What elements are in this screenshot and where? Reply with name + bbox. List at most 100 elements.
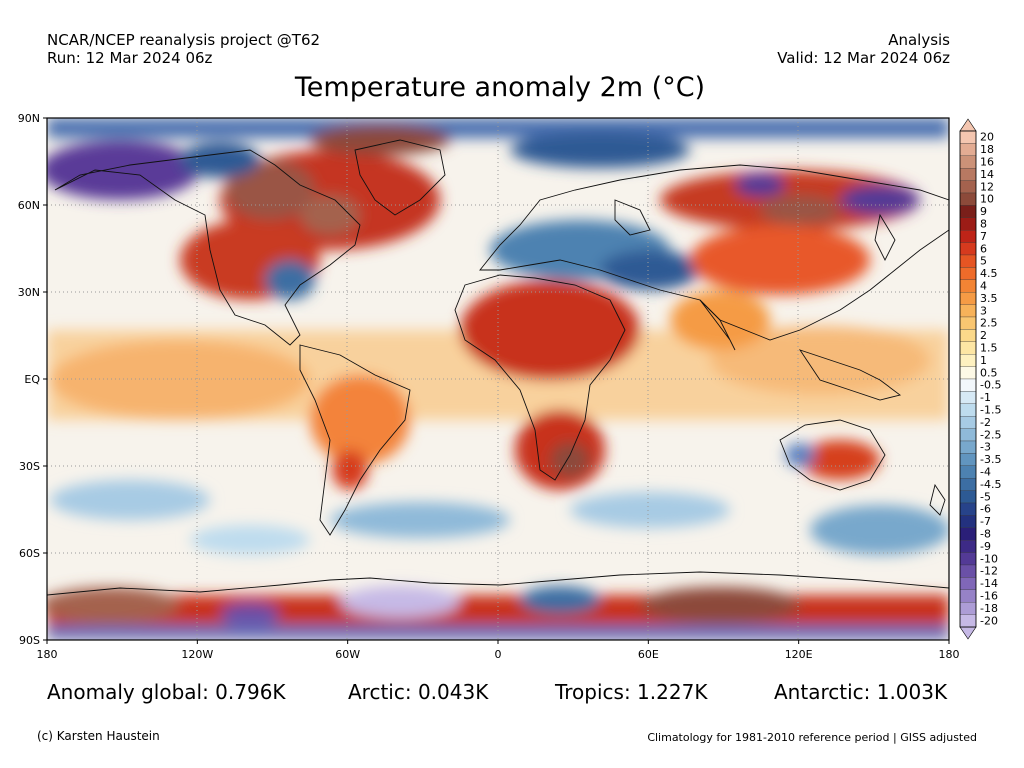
project-label: NCAR/NCEP reanalysis project @T62: [47, 31, 321, 49]
colorbar-label: -3: [980, 441, 991, 454]
lat-tick-label: 60N: [18, 199, 40, 212]
colorbar-swatch: [959, 465, 977, 479]
colorbar-swatch: [959, 502, 977, 516]
colorbar-swatch: [959, 316, 977, 330]
colorbar-label: 5: [980, 255, 987, 268]
colorbar-label: -4: [980, 466, 991, 479]
colorbar-label: -20: [980, 614, 998, 627]
lat-tick-label: 90S: [19, 634, 40, 647]
lat-axis: 90N 60N 30N EQ 30S 60S 90S: [18, 112, 47, 647]
colorbar-label: 9: [980, 205, 987, 218]
colorbar-label: -5: [980, 490, 991, 503]
colorbar-label: -1.5: [980, 404, 1001, 417]
colorbar-label: -8: [980, 528, 991, 541]
colorbar-label: -9: [980, 540, 991, 553]
lon-tick-label: 180: [37, 648, 58, 661]
lat-tick-label: 60S: [19, 547, 40, 560]
colorbar-label: -3.5: [980, 453, 1001, 466]
colorbar-label: -14: [980, 577, 998, 590]
colorbar-label: 20: [980, 131, 994, 144]
colorbar: 201816141210987654.543.532.521.510.5-0.5…: [959, 118, 1001, 640]
colorbar-swatch: [959, 217, 977, 231]
colorbar-label: 3: [980, 304, 987, 317]
colorbar-label: 14: [980, 168, 994, 181]
colorbar-label: 1.5: [980, 342, 998, 355]
colorbar-swatch: [959, 378, 977, 392]
map-field: [47, 118, 949, 640]
colorbar-swatch: [959, 230, 977, 243]
colorbar-swatch: [959, 267, 977, 280]
run-label: Run: 12 Mar 2024 06z: [47, 49, 213, 67]
credit-text: (c) Karsten Haustein: [37, 729, 160, 743]
stat-tropics: Tropics: 1.227K: [555, 680, 708, 704]
colorbar-label: 10: [980, 193, 994, 206]
colorbar-swatch: [959, 341, 977, 355]
colorbar-swatch: [959, 403, 977, 417]
colorbar-label: 7: [980, 230, 987, 243]
lon-tick-label: 60E: [638, 648, 659, 661]
colorbar-label: -7: [980, 515, 991, 528]
colorbar-label: 3.5: [980, 292, 998, 305]
colorbar-label: -1: [980, 391, 991, 404]
colorbar-label: 18: [980, 143, 994, 156]
colorbar-swatch: [959, 205, 977, 218]
colorbar-swatch: [959, 589, 977, 603]
colorbar-swatch: [959, 540, 977, 553]
colorbar-swatch: [959, 292, 977, 305]
colorbar-swatch: [959, 428, 977, 442]
colorbar-label: -6: [980, 503, 991, 516]
lon-tick-label: 0: [495, 648, 502, 661]
colorbar-swatch: [959, 490, 977, 504]
colorbar-swatch: [959, 416, 977, 429]
lat-tick-label: 30S: [19, 460, 40, 473]
colorbar-swatch: [959, 180, 977, 194]
header-left: NCAR/NCEP reanalysis project @T62 Run: 1…: [47, 31, 320, 67]
colorbar-swatch: [959, 552, 977, 566]
colorbar-label: 8: [980, 218, 987, 231]
colorbar-swatch: [959, 279, 977, 293]
colorbar-label: 16: [980, 156, 994, 169]
colorbar-swatch: [959, 130, 977, 144]
colorbar-swatch: [959, 254, 977, 268]
stat-global: Anomaly global: 0.796K: [47, 680, 286, 704]
lon-tick-label: 60W: [335, 648, 360, 661]
colorbar-swatch: [959, 614, 977, 628]
header-right: Analysis Valid: 12 Mar 2024 06z: [777, 31, 950, 67]
colorbar-label: -2: [980, 416, 991, 429]
colorbar-swatch: [959, 304, 977, 318]
colorbar-label: 1: [980, 354, 987, 367]
colorbar-label: -4.5: [980, 478, 1001, 491]
colorbar-top-arrow: [959, 118, 977, 132]
colorbar-swatch: [959, 515, 977, 528]
colorbar-swatch: [959, 354, 977, 367]
stat-antarctic: Antarctic: 1.003K: [774, 680, 948, 704]
colorbar-swatch: [959, 242, 977, 256]
colorbar-swatch: [959, 602, 977, 615]
colorbar-label: 4: [980, 280, 987, 293]
colorbar-label: 6: [980, 242, 987, 255]
colorbar-swatch: [959, 192, 977, 206]
lat-tick-label: 90N: [18, 112, 40, 125]
colorbar-swatch: [959, 329, 977, 342]
colorbar-swatch: [959, 366, 977, 380]
lat-tick-label: 30N: [18, 286, 40, 299]
colorbar-label: -2.5: [980, 428, 1001, 441]
lon-tick-label: 120W: [181, 648, 213, 661]
colorbar-swatch: [959, 527, 977, 541]
colorbar-swatch: [959, 440, 977, 454]
colorbar-swatch: [959, 155, 977, 169]
stat-arctic: Arctic: 0.043K: [348, 680, 489, 704]
climatology-note: Climatology for 1981-2010 reference peri…: [647, 731, 977, 744]
colorbar-swatch: [959, 168, 977, 181]
colorbar-label: 0.5: [980, 366, 998, 379]
product-label: Analysis: [888, 31, 950, 49]
lat-tick-label: EQ: [24, 373, 40, 386]
colorbar-swatch: [959, 143, 977, 156]
colorbar-swatch: [959, 577, 977, 590]
colorbar-label: -10: [980, 552, 998, 565]
colorbar-label: -16: [980, 590, 998, 603]
lon-axis: 180 120W 60W 0 60E 120E 180: [37, 640, 960, 661]
colorbar-label: -18: [980, 602, 998, 615]
colorbar-label: -0.5: [980, 379, 1001, 392]
